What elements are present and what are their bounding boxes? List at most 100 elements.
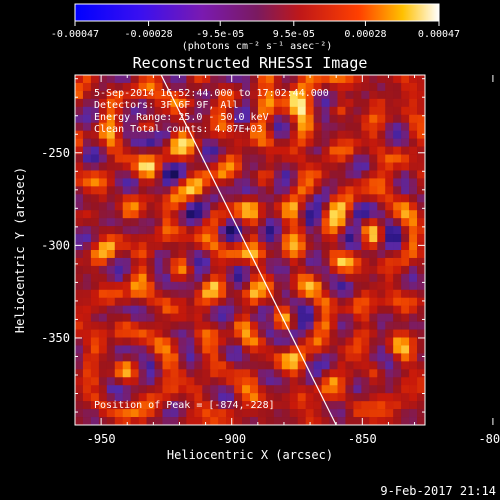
- heatmap-cell: [82, 345, 92, 354]
- heatmap-cell: [146, 186, 155, 195]
- heatmap-cell: [234, 297, 243, 306]
- heatmap-cell: [250, 353, 259, 362]
- heatmap-cell: [202, 353, 211, 362]
- heatmap-cell: [385, 202, 394, 211]
- heatmap-cell: [250, 162, 259, 171]
- heatmap-cell: [273, 257, 283, 267]
- heatmap-cell: [289, 75, 299, 84]
- heatmap-cell: [417, 329, 425, 338]
- colorbar-tick-label: -0.00028: [124, 29, 172, 40]
- heatmap-cell: [170, 218, 179, 227]
- heatmap-cell: [409, 257, 418, 267]
- heatmap-cell: [122, 98, 131, 108]
- heatmap-cell: [170, 353, 179, 362]
- heatmap-cell: [289, 401, 299, 410]
- heatmap-cell: [345, 242, 354, 251]
- heatmap-cell: [210, 114, 219, 124]
- x-axis: -950-900-850-800: [87, 75, 500, 446]
- heatmap-cell: [186, 369, 195, 378]
- heatmap-cell: [210, 385, 219, 394]
- heatmap-cell: [257, 337, 267, 346]
- heatmap-cell: [242, 218, 251, 227]
- heatmap-cell: [361, 393, 370, 402]
- heatmap-cell: [297, 345, 306, 354]
- heatmap-cell: [289, 417, 299, 425]
- heatmap-cell: [250, 106, 259, 116]
- heatmap-cell: [75, 234, 84, 243]
- heatmap-cell: [234, 106, 243, 116]
- heatmap-cell: [82, 289, 92, 299]
- heatmap-cell: [353, 75, 362, 84]
- heatmap-cell: [218, 106, 227, 116]
- heatmap-cell: [329, 265, 338, 275]
- heatmap-cell: [98, 257, 108, 267]
- heatmap-cell: [194, 218, 203, 227]
- heatmap-cell: [122, 114, 131, 124]
- heatmap-cell: [401, 297, 410, 306]
- heatmap-cell: [162, 194, 171, 203]
- heatmap-cell: [281, 234, 291, 243]
- heatmap-cell: [281, 130, 291, 139]
- heatmap-cell: [273, 114, 283, 124]
- heatmap-cell: [106, 305, 116, 314]
- heatmap-cell: [162, 218, 171, 227]
- heatmap-cell: [138, 98, 147, 108]
- heatmap-cell: [90, 385, 100, 394]
- heatmap-cell: [313, 146, 322, 155]
- heatmap-cell: [401, 313, 410, 322]
- heatmap-cell: [106, 226, 116, 235]
- heatmap-cell: [265, 369, 275, 378]
- heatmap-cell: [361, 138, 370, 147]
- heatmap-cell: [401, 265, 410, 275]
- heatmap-cell: [250, 265, 259, 275]
- heatmap-cell: [170, 297, 179, 306]
- heatmap-cell: [114, 321, 124, 330]
- heatmap-cell: [321, 257, 330, 267]
- heatmap-cell: [90, 345, 100, 354]
- heatmap-cell: [305, 122, 314, 131]
- heatmap-cell: [146, 417, 155, 425]
- heatmap-cell: [234, 377, 243, 386]
- heatmap-cell: [82, 75, 92, 84]
- heatmap-cell: [401, 186, 410, 195]
- heatmap-cell: [218, 401, 227, 410]
- heatmap-cell: [250, 90, 259, 100]
- heatmap-cell: [98, 385, 108, 394]
- heatmap-cell: [361, 82, 370, 92]
- heatmap-cell: [250, 369, 259, 378]
- heatmap-cell: [337, 250, 346, 259]
- heatmap-cell: [305, 297, 314, 306]
- heatmap-cell: [226, 154, 235, 163]
- heatmap-cell: [409, 369, 418, 378]
- heatmap-cell: [353, 218, 362, 227]
- heatmap-cell: [273, 106, 283, 116]
- heatmap-cell: [162, 146, 171, 155]
- heatmap-cell: [377, 385, 386, 394]
- heatmap-cell: [273, 377, 283, 386]
- heatmap-cell: [170, 194, 179, 203]
- heatmap-cell: [162, 273, 171, 283]
- heatmap-cell: [361, 313, 370, 322]
- heatmap-cell: [353, 353, 362, 362]
- heatmap-cell: [361, 146, 370, 155]
- heatmap-cell: [401, 218, 410, 227]
- heatmap-cell: [194, 178, 203, 187]
- heatmap-cell: [313, 377, 322, 386]
- heatmap-cell: [242, 401, 251, 410]
- heatmap-cell: [202, 337, 211, 346]
- heatmap-cell: [242, 82, 251, 92]
- heatmap-cell: [273, 202, 283, 211]
- heatmap-cell: [154, 385, 163, 394]
- heatmap-cell: [162, 106, 171, 116]
- heatmap-cell: [345, 321, 354, 330]
- heatmap-cell: [417, 273, 425, 283]
- heatmap-cell: [321, 361, 330, 370]
- heatmap-cell: [218, 297, 227, 306]
- heatmap-cell: [170, 210, 179, 219]
- heatmap-cell: [353, 385, 362, 394]
- heatmap-cell: [114, 297, 124, 306]
- heatmap-cell: [281, 194, 291, 203]
- heatmap-cell: [353, 162, 362, 171]
- heatmap-cell: [130, 337, 139, 346]
- heatmap-cell: [242, 385, 251, 394]
